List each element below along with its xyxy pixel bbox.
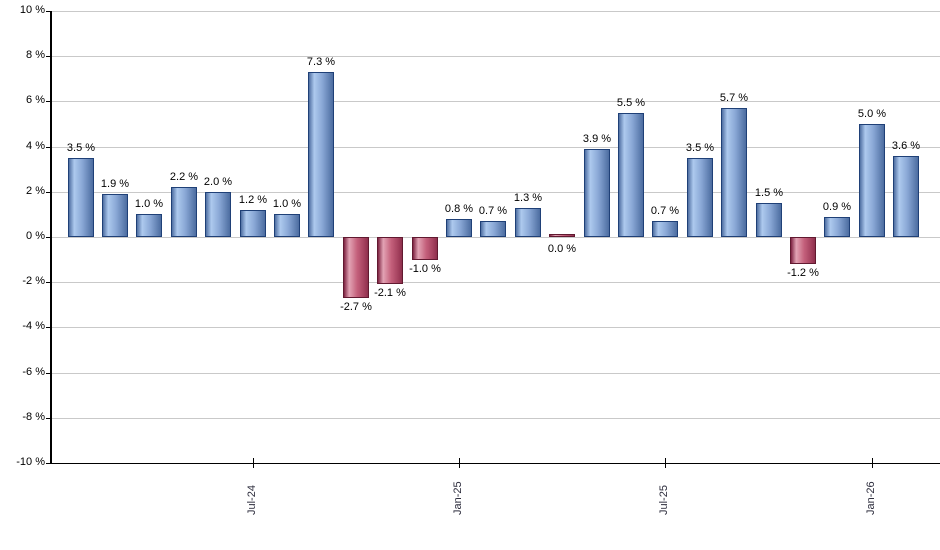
bar-value-label: 1.9 % xyxy=(100,178,130,190)
bar-positive xyxy=(171,187,197,237)
gridline xyxy=(51,101,940,102)
bar-positive xyxy=(446,219,472,237)
bar-value-label: 0.8 % xyxy=(444,203,474,215)
bar-value-label: 1.0 % xyxy=(134,198,164,210)
bar-value-label: 0.7 % xyxy=(478,205,508,217)
y-axis-tick-label: 0 % xyxy=(26,230,45,242)
bar-value-label: 0.7 % xyxy=(650,205,680,217)
y-axis-tick xyxy=(46,373,51,374)
bar-value-label: 3.6 % xyxy=(891,140,921,152)
y-axis-tick xyxy=(46,282,51,283)
bar-value-label: 1.3 % xyxy=(513,192,543,204)
x-axis-tick-label: Jan-26 xyxy=(865,481,877,515)
bar-positive xyxy=(205,192,231,237)
y-axis-tick-label: 8 % xyxy=(26,49,45,61)
bar-positive xyxy=(515,208,541,237)
gridline xyxy=(51,282,940,283)
gridline xyxy=(51,56,940,57)
x-axis-tick-label: Jan-25 xyxy=(452,481,464,515)
bar-positive xyxy=(859,124,885,237)
bar-value-label: 1.2 % xyxy=(238,194,268,206)
y-axis-tick-label: 2 % xyxy=(26,185,45,197)
gridline xyxy=(51,192,940,193)
bar-value-label: 3.5 % xyxy=(66,142,96,154)
bar-value-label: -1.0 % xyxy=(409,263,441,275)
bar-value-label: 2.2 % xyxy=(169,171,199,183)
bar-value-label: -2.7 % xyxy=(340,301,372,313)
y-axis-tick xyxy=(46,237,51,238)
y-axis-tick-label: -8 % xyxy=(22,411,45,423)
bar-positive xyxy=(756,203,782,237)
bar-positive xyxy=(274,214,300,237)
y-axis-tick xyxy=(46,56,51,57)
bar-negative xyxy=(377,237,403,284)
gridline xyxy=(51,11,940,12)
x-axis-tick-label: Jul-24 xyxy=(246,485,258,515)
bar-positive xyxy=(893,156,919,237)
bar-positive xyxy=(68,158,94,237)
bar-value-label: -2.1 % xyxy=(374,287,406,299)
y-axis-tick-label: -10 % xyxy=(16,456,45,468)
bar-value-label: 0.9 % xyxy=(822,201,852,213)
bar-positive xyxy=(102,194,128,237)
x-axis-tick xyxy=(872,458,873,468)
y-axis-tick-label: 4 % xyxy=(26,140,45,152)
y-axis-tick-label: -6 % xyxy=(22,366,45,378)
bar-positive xyxy=(618,113,644,237)
bar-positive xyxy=(240,210,266,237)
gridline xyxy=(51,418,940,419)
bar-value-label: 7.3 % xyxy=(306,56,336,68)
gridline xyxy=(51,373,940,374)
y-axis-tick-label: -4 % xyxy=(22,320,45,332)
bar-value-label: 0.0 % xyxy=(547,243,577,255)
bar-negative xyxy=(790,237,816,264)
x-axis-tick xyxy=(253,458,254,468)
gridline xyxy=(51,147,940,148)
y-axis-tick xyxy=(46,327,51,328)
y-axis-tick xyxy=(46,101,51,102)
bar-positive xyxy=(308,72,334,237)
y-axis-tick xyxy=(46,418,51,419)
x-axis-tick xyxy=(459,458,460,468)
y-axis-tick-label: -2 % xyxy=(22,275,45,287)
bar-value-label: 2.0 % xyxy=(203,176,233,188)
bar-value-label: -1.2 % xyxy=(787,267,819,279)
bar-value-label: 1.5 % xyxy=(754,187,784,199)
bar-negative xyxy=(412,237,438,260)
bar-value-label: 5.0 % xyxy=(857,108,887,120)
bar-value-label: 3.9 % xyxy=(582,133,612,145)
bar-positive xyxy=(652,221,678,237)
y-axis-tick-label: 6 % xyxy=(26,94,45,106)
gridline xyxy=(51,237,940,238)
y-axis-line xyxy=(50,11,52,464)
gridline xyxy=(51,327,940,328)
bar-value-label: 3.5 % xyxy=(685,142,715,154)
bar-value-label: 5.5 % xyxy=(616,97,646,109)
bar-value-label: 5.7 % xyxy=(719,92,749,104)
bar-positive xyxy=(721,108,747,237)
x-axis-tick xyxy=(665,458,666,468)
y-axis-tick xyxy=(46,11,51,12)
y-axis-tick xyxy=(46,192,51,193)
y-axis-tick xyxy=(46,463,51,464)
bar-positive xyxy=(480,221,506,237)
bar-positive xyxy=(687,158,713,237)
bar-positive xyxy=(584,149,610,237)
x-axis-line xyxy=(50,463,940,464)
bar-value-label: 1.0 % xyxy=(272,198,302,210)
bar-negative xyxy=(549,234,575,237)
bar-negative xyxy=(343,237,369,298)
y-axis-tick-label: 10 % xyxy=(19,4,45,16)
bar-positive xyxy=(136,214,162,237)
bar-positive xyxy=(824,217,850,237)
x-axis-tick-label: Jul-25 xyxy=(658,485,670,515)
y-axis-tick xyxy=(46,147,51,148)
